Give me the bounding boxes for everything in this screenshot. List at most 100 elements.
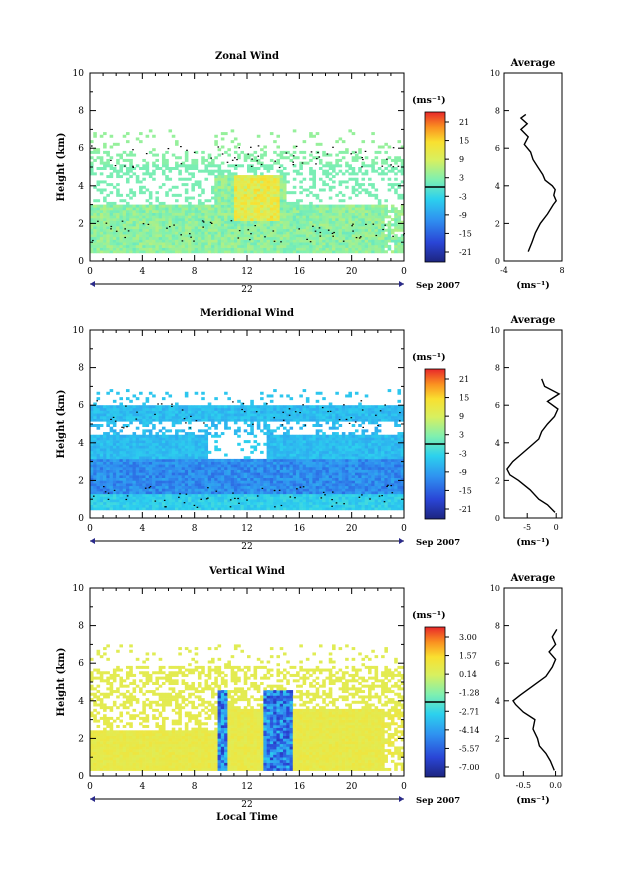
- heatmap-cell: [266, 191, 271, 195]
- heatmap-cell: [273, 161, 277, 165]
- heatmap-cell: [322, 499, 326, 503]
- heatmap-cell: [148, 477, 153, 481]
- heatmap-cell: [220, 218, 225, 222]
- heatmap-cell: [129, 231, 133, 235]
- heatmap-cell: [387, 226, 392, 230]
- heatmap-cell: [197, 458, 202, 462]
- heatmap-cell: [201, 209, 205, 213]
- heatmap-cell: [90, 469, 94, 473]
- heatmap-cell: [253, 448, 258, 452]
- heatmap-cell: [253, 215, 258, 219]
- heatmap-cell: [387, 488, 392, 492]
- heatmap-cell: [341, 231, 346, 235]
- heatmap-cell: [289, 220, 294, 224]
- heatmap-cell: [250, 461, 254, 465]
- heatmap-cell: [325, 234, 330, 238]
- heatmap-cell: [282, 488, 287, 492]
- heatmap-cell: [397, 209, 402, 213]
- heatmap-cell: [188, 207, 192, 211]
- heatmap-cell: [335, 212, 339, 216]
- contour-mark: [105, 222, 108, 224]
- heatmap-cell: [158, 212, 163, 216]
- heatmap-cell: [276, 464, 281, 468]
- heatmap-cell: [318, 188, 323, 192]
- heatmap-cell: [338, 242, 343, 246]
- heatmap-cell: [328, 491, 333, 495]
- heatmap-cell: [142, 247, 146, 251]
- contour-mark: [257, 155, 260, 157]
- heatmap-cell: [364, 215, 369, 219]
- heatmap-cell: [273, 140, 277, 144]
- heatmap-cell: [93, 209, 97, 213]
- heatmap-cell: [371, 450, 375, 454]
- heatmap-cell: [377, 207, 382, 211]
- heatmap-cell: [152, 177, 156, 181]
- heatmap-cell: [387, 220, 392, 224]
- heatmap-cell: [325, 472, 330, 476]
- heatmap-cell: [201, 201, 205, 205]
- heatmap-cell: [220, 488, 225, 492]
- heatmap-cell: [292, 464, 297, 468]
- heatmap-cell: [204, 496, 209, 500]
- heatmap-cell: [217, 485, 222, 489]
- heatmap-cell: [90, 234, 94, 238]
- heatmap-cell: [341, 199, 346, 203]
- heatmap-cell: [135, 236, 140, 240]
- heatmap-cell: [155, 472, 159, 476]
- heatmap-cell: [361, 501, 366, 505]
- heatmap-cell: [207, 209, 212, 213]
- contour-mark: [316, 158, 318, 160]
- heatmap-cell: [184, 480, 189, 484]
- heatmap-cell: [377, 212, 382, 216]
- heatmap-cell: [112, 491, 117, 495]
- heatmap-cell: [289, 453, 294, 457]
- heatmap-cell: [230, 140, 235, 144]
- heatmap-cell: [106, 158, 110, 162]
- heatmap-cell: [292, 215, 297, 219]
- contour-mark: [327, 229, 330, 231]
- heatmap-cell: [119, 466, 124, 470]
- heatmap-cell: [240, 207, 245, 211]
- heatmap-cell: [142, 158, 146, 162]
- heatmap-cell: [158, 456, 163, 460]
- heatmap-cell: [230, 483, 235, 487]
- heatmap-cell: [292, 231, 297, 235]
- heatmap-cell: [217, 180, 222, 184]
- heatmap-cell: [384, 172, 388, 176]
- heatmap-cell: [171, 242, 176, 246]
- heatmap-cell: [148, 458, 153, 462]
- heatmap-cell: [139, 466, 143, 470]
- heatmap-cell: [374, 488, 379, 492]
- heatmap-cell: [312, 496, 316, 500]
- heatmap-cell: [106, 150, 110, 154]
- heatmap-cell: [181, 177, 186, 181]
- heatmap-cell: [122, 456, 127, 460]
- heatmap-cell: [204, 204, 209, 208]
- heatmap-cell: [96, 464, 101, 468]
- heatmap-cell: [397, 480, 402, 484]
- heatmap-cell: [400, 172, 405, 176]
- heatmap-cell: [145, 450, 150, 454]
- heatmap-cell: [341, 483, 346, 487]
- heatmap-cell: [220, 169, 225, 173]
- heatmap-cell: [116, 450, 120, 454]
- heatmap-cell: [256, 175, 261, 179]
- heatmap-cell: [400, 450, 405, 454]
- heatmap-cell: [243, 507, 248, 511]
- heatmap-cell: [106, 485, 110, 489]
- heatmap-cell: [197, 212, 202, 216]
- heatmap-cell: [191, 480, 195, 484]
- heatmap-cell: [112, 185, 117, 189]
- heatmap-cell: [158, 504, 163, 508]
- heatmap-cell: [99, 209, 104, 213]
- heatmap-cell: [122, 501, 127, 505]
- heatmap-cell: [99, 456, 104, 460]
- heatmap-cell: [132, 244, 137, 248]
- heatmap-cell: [348, 504, 352, 508]
- heatmap-cell: [201, 218, 205, 222]
- heatmap-cell: [345, 204, 349, 208]
- heatmap-cell: [368, 239, 372, 243]
- heatmap-cell: [247, 247, 251, 251]
- heatmap-cell: [256, 477, 261, 481]
- heatmap-cell: [358, 167, 362, 170]
